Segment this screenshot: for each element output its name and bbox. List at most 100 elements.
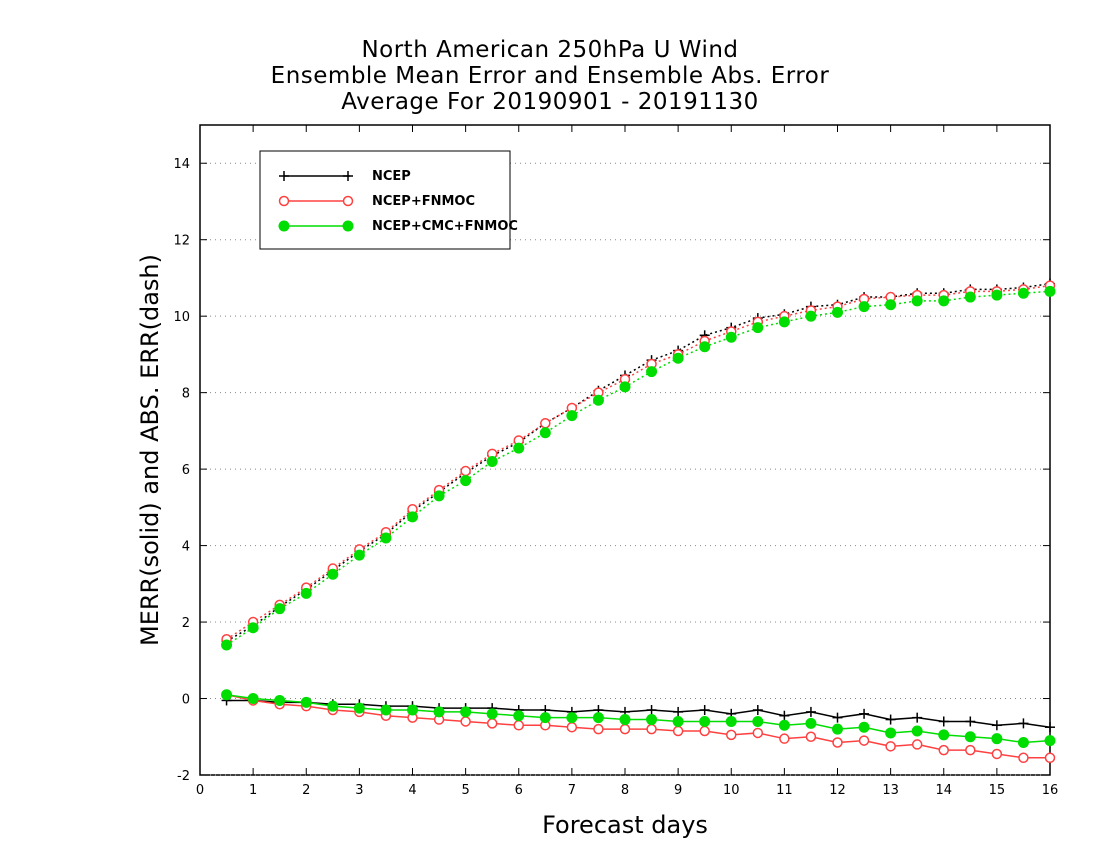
legend-label-ncep-fnmoc: NCEP+FNMOC <box>372 194 475 209</box>
data-point-mean-err-ncep-cmc-fnmoc <box>619 714 631 726</box>
data-point-abs-err-ncep-cmc-fnmoc <box>938 295 950 307</box>
data-point-mean-err-ncep <box>859 708 870 719</box>
series-group <box>221 278 1056 764</box>
x-tick-label: 13 <box>882 783 899 798</box>
data-point-mean-err-ncep-fnmoc <box>858 735 870 746</box>
data-point-mean-err-ncep-cmc-fnmoc <box>778 719 790 731</box>
legend-marker-ncep-cmc-fnmoc <box>278 220 290 232</box>
legend-marker-ncep-fnmoc <box>278 195 290 207</box>
data-point-mean-err-ncep-cmc-fnmoc <box>938 729 950 741</box>
legend-marker-ncep <box>343 171 353 181</box>
data-point-abs-err-ncep-cmc-fnmoc <box>433 490 445 502</box>
data-point-mean-err-ncep <box>673 706 684 717</box>
data-point-mean-err-ncep-fnmoc <box>646 723 657 735</box>
data-point-mean-err-ncep-fnmoc <box>805 731 817 743</box>
data-point-abs-err-ncep-cmc-fnmoc <box>778 316 790 328</box>
legend-box <box>259 150 511 250</box>
data-point-mean-err-ncep-cmc-fnmoc <box>725 715 737 727</box>
x-tick-label: 0 <box>196 783 204 798</box>
data-point-mean-err-ncep-cmc-fnmoc <box>539 712 551 724</box>
y-tick-label: 8 <box>182 387 190 402</box>
data-point-mean-err-ncep-fnmoc <box>1018 752 1029 764</box>
data-point-mean-err-ncep-fnmoc <box>672 725 684 737</box>
data-point-mean-err-ncep-cmc-fnmoc <box>486 708 498 720</box>
data-point-mean-err-ncep-fnmoc <box>486 718 498 729</box>
data-point-mean-err-ncep-cmc-fnmoc <box>327 700 339 712</box>
data-point-mean-err-ncep-cmc-fnmoc <box>832 723 843 735</box>
data-point-mean-err-ncep <box>779 710 790 721</box>
legend-marker-ncep-cmc-fnmoc <box>342 220 354 232</box>
data-point-abs-err-ncep-cmc-fnmoc <box>513 442 525 454</box>
data-point-mean-err-ncep-fnmoc <box>832 737 843 748</box>
y-tick-label: 6 <box>182 463 190 478</box>
chart-title-line-2: Ensemble Mean Error and Ensemble Abs. Er… <box>270 63 830 89</box>
data-point-abs-err-ncep-cmc-fnmoc <box>725 331 737 343</box>
data-point-abs-err-ncep-cmc-fnmoc <box>274 603 286 615</box>
data-point-mean-err-ncep-fnmoc <box>619 723 631 735</box>
legend-label-ncep: NCEP <box>372 169 411 184</box>
x-axis-title: Forecast days <box>542 811 708 839</box>
data-point-mean-err-ncep-cmc-fnmoc <box>646 714 658 726</box>
data-point-abs-err-ncep-cmc-fnmoc <box>247 622 259 634</box>
data-point-mean-err-ncep-fnmoc <box>513 720 524 731</box>
data-point-mean-err-ncep-cmc-fnmoc <box>805 717 817 729</box>
data-point-mean-err-ncep-fnmoc <box>460 716 471 727</box>
data-point-mean-err-ncep-cmc-fnmoc <box>885 727 897 739</box>
legend-marker-ncep <box>279 171 289 181</box>
data-point-abs-err-ncep-cmc-fnmoc <box>539 427 551 439</box>
legend-marker-ncep-fnmoc <box>342 195 354 207</box>
data-point-mean-err-ncep-cmc-fnmoc <box>274 694 286 706</box>
data-point-mean-err-ncep-cmc-fnmoc <box>752 715 764 727</box>
x-tick-label: 4 <box>408 783 416 798</box>
series-line-abs-err-ncep-fnmoc <box>226 284 1051 640</box>
y-tick-label: 12 <box>173 234 190 249</box>
data-point-mean-err-ncep-fnmoc <box>699 725 710 737</box>
legend: NCEP NCEP+FNMOC NCEP+CMC+FNMOC <box>259 150 518 250</box>
data-point-mean-err-ncep <box>912 712 923 723</box>
x-tick-label: 15 <box>989 783 1006 798</box>
data-point-mean-err-ncep-cmc-fnmoc <box>672 715 684 727</box>
x-tick-label: 7 <box>568 783 576 798</box>
data-point-mean-err-ncep-cmc-fnmoc <box>566 712 578 724</box>
y-tick-label: 2 <box>182 616 190 631</box>
x-tick-label: 16 <box>1042 783 1059 798</box>
data-point-abs-err-ncep-cmc-fnmoc <box>300 587 312 599</box>
x-tick-label: 3 <box>355 783 363 798</box>
data-point-abs-err-ncep-cmc-fnmoc <box>460 475 472 487</box>
data-point-mean-err-ncep-cmc-fnmoc <box>247 693 259 705</box>
data-point-mean-err-ncep-fnmoc <box>752 727 764 739</box>
data-point-abs-err-ncep-fnmoc <box>540 417 551 429</box>
data-point-mean-err-ncep <box>1018 718 1029 729</box>
data-point-mean-err-ncep-cmc-fnmoc <box>911 725 923 737</box>
data-point-mean-err-ncep-cmc-fnmoc <box>1044 735 1056 747</box>
data-point-abs-err-ncep-cmc-fnmoc <box>486 455 498 467</box>
data-point-mean-err-ncep-cmc-fnmoc <box>407 704 418 716</box>
series-line-abs-err-ncep <box>226 282 1051 642</box>
x-tick-label: 9 <box>674 783 682 798</box>
x-tick-label: 1 <box>249 783 257 798</box>
data-point-mean-err-ncep-fnmoc <box>991 748 1003 760</box>
legend-label-ncep-cmc-fnmoc: NCEP+CMC+FNMOC <box>372 219 518 234</box>
data-point-mean-err-ncep-fnmoc <box>726 729 737 741</box>
data-point-mean-err-ncep-fnmoc <box>1044 752 1056 764</box>
data-point-abs-err-ncep-fnmoc <box>460 465 471 477</box>
y-tick-label: -2 <box>177 769 190 784</box>
y-tick-label: 10 <box>173 310 190 325</box>
data-point-abs-err-ncep-cmc-fnmoc <box>885 299 897 311</box>
data-point-abs-err-ncep-cmc-fnmoc <box>752 322 764 334</box>
data-point-mean-err-ncep-cmc-fnmoc <box>221 689 233 701</box>
data-point-abs-err-ncep-cmc-fnmoc <box>646 366 658 378</box>
data-point-abs-err-ncep-cmc-fnmoc <box>1044 285 1056 297</box>
data-point-mean-err-ncep <box>965 716 976 727</box>
data-point-abs-err-ncep-cmc-fnmoc <box>619 381 631 393</box>
y-tick-label: 0 <box>182 693 190 708</box>
data-point-abs-err-ncep-cmc-fnmoc <box>991 289 1003 301</box>
x-tick-label: 11 <box>776 783 793 798</box>
data-point-mean-err-ncep-cmc-fnmoc <box>699 715 711 727</box>
chart-title-line-3: Average For 20190901 - 20191130 <box>341 89 759 115</box>
data-point-mean-err-ncep-fnmoc <box>885 741 896 752</box>
data-point-mean-err-ncep <box>938 716 949 727</box>
grid-lines <box>200 162 1050 776</box>
x-tick-label: 5 <box>461 783 469 798</box>
